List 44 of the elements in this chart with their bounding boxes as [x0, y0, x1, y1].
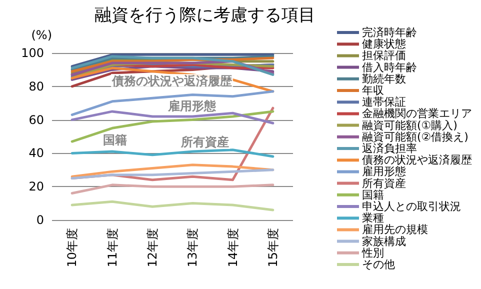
- legend-label: 融資可能額(②借換え): [362, 130, 468, 144]
- legend-label: 勤続年数: [362, 72, 406, 86]
- legend-label: その他: [362, 258, 395, 271]
- x-tick-label: 11年度: [105, 228, 120, 268]
- y-axis-title: (%): [31, 28, 52, 42]
- y-tick-label: 100: [21, 46, 44, 60]
- x-tick-label: 15年度: [266, 228, 280, 268]
- legend-label: 担保評価: [362, 49, 406, 62]
- legend-label: 所有資産: [362, 176, 406, 190]
- annotation: 雇用形態: [167, 99, 217, 113]
- y-tick-label: 40: [28, 146, 44, 160]
- legend-label: 健康状態: [362, 38, 406, 51]
- legend-label: 連帯保証: [362, 96, 406, 109]
- y-tick-label: 20: [28, 180, 44, 194]
- x-tick-label: 12年度: [145, 228, 160, 268]
- chart-title: 融資を行う際に考慮する項目: [94, 6, 316, 26]
- legend-label: 雇用先の規模: [362, 223, 428, 236]
- legend-label: 年収: [362, 84, 384, 97]
- legend-label: 申込人との取引状況: [362, 200, 461, 213]
- y-tick-label: 0: [36, 213, 44, 227]
- legend-label: 国籍: [362, 188, 384, 202]
- annotation: 所有資産: [180, 135, 229, 149]
- line-series: [70, 110, 274, 124]
- legend-label: 債務の状況や返済履歴: [362, 154, 472, 167]
- legend-label: 雇用形態: [362, 165, 406, 178]
- line-series: [70, 200, 274, 212]
- x-tick-label: 10年度: [65, 228, 80, 268]
- legend-label: 完済時年齢: [362, 26, 417, 39]
- y-tick-label: 60: [28, 112, 44, 127]
- line-series: [70, 168, 274, 180]
- annotation: 国籍: [103, 133, 127, 147]
- legend-label: 借入時年齢: [362, 60, 417, 74]
- line-series: [70, 148, 274, 158]
- x-tick-label: 14年度: [226, 228, 240, 268]
- legend-label: 返済負担率: [362, 142, 417, 155]
- legend-label: 業種: [362, 212, 384, 225]
- legend-label: 金融機関の営業エリア: [362, 107, 472, 120]
- legend-label: 家族構成: [362, 234, 406, 248]
- y-tick-label: 80: [28, 79, 44, 94]
- line-series: [70, 90, 274, 116]
- legend-label: 性別: [361, 246, 384, 260]
- annotation: 債務の状況や返済履歴: [111, 74, 233, 88]
- legend-label: 融資可能額(①購入): [362, 118, 458, 132]
- x-tick-label: 13年度: [186, 228, 200, 268]
